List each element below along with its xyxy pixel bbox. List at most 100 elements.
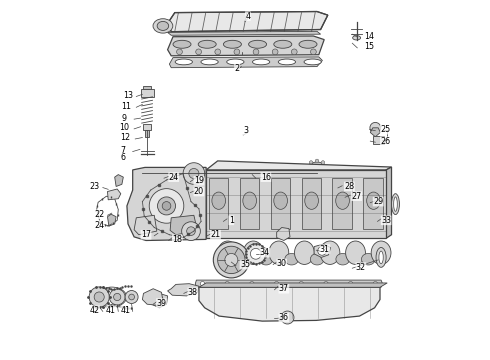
- Circle shape: [339, 181, 347, 190]
- Text: 11: 11: [121, 102, 131, 111]
- Ellipse shape: [165, 169, 175, 177]
- Ellipse shape: [311, 169, 316, 173]
- Circle shape: [305, 177, 309, 181]
- Text: 4: 4: [245, 12, 250, 21]
- Polygon shape: [370, 128, 380, 137]
- Ellipse shape: [252, 59, 270, 65]
- Ellipse shape: [376, 248, 386, 267]
- Ellipse shape: [269, 241, 289, 265]
- Ellipse shape: [336, 253, 349, 265]
- Circle shape: [303, 171, 307, 175]
- Text: 7: 7: [121, 146, 126, 155]
- Text: 14: 14: [364, 32, 374, 41]
- Circle shape: [315, 159, 319, 163]
- Ellipse shape: [345, 241, 366, 265]
- Text: 24: 24: [169, 173, 179, 182]
- Ellipse shape: [222, 169, 228, 173]
- Circle shape: [129, 294, 134, 300]
- Circle shape: [253, 49, 259, 55]
- Text: 31: 31: [320, 245, 330, 253]
- Circle shape: [114, 293, 121, 301]
- Ellipse shape: [259, 253, 273, 265]
- Bar: [373, 136, 384, 144]
- Ellipse shape: [336, 192, 349, 210]
- Polygon shape: [127, 167, 206, 240]
- Ellipse shape: [320, 241, 340, 265]
- Polygon shape: [314, 244, 331, 257]
- Ellipse shape: [243, 192, 257, 210]
- Bar: [240, 178, 259, 229]
- Ellipse shape: [393, 197, 397, 211]
- Text: 41: 41: [121, 306, 130, 315]
- Text: 21: 21: [210, 230, 221, 239]
- Circle shape: [162, 202, 171, 210]
- Text: 10: 10: [120, 123, 129, 132]
- Circle shape: [315, 183, 319, 186]
- Ellipse shape: [275, 169, 285, 177]
- Circle shape: [306, 162, 328, 184]
- Polygon shape: [199, 287, 380, 321]
- Text: 2: 2: [235, 64, 240, 73]
- Ellipse shape: [242, 169, 252, 177]
- Polygon shape: [168, 36, 324, 56]
- Ellipse shape: [299, 40, 317, 48]
- Circle shape: [149, 189, 184, 223]
- Ellipse shape: [154, 169, 164, 177]
- Ellipse shape: [277, 169, 283, 173]
- Text: 23: 23: [90, 182, 99, 191]
- Circle shape: [327, 171, 331, 175]
- Bar: [270, 178, 290, 229]
- Text: 30: 30: [277, 259, 287, 268]
- Ellipse shape: [231, 169, 241, 177]
- Circle shape: [318, 247, 326, 255]
- Bar: [144, 86, 151, 89]
- Polygon shape: [151, 293, 168, 308]
- Circle shape: [250, 248, 261, 259]
- Ellipse shape: [362, 253, 375, 265]
- Bar: [364, 178, 383, 229]
- Circle shape: [250, 282, 254, 286]
- Text: 27: 27: [351, 192, 362, 201]
- Ellipse shape: [212, 192, 225, 210]
- Ellipse shape: [189, 169, 195, 173]
- Text: 33: 33: [381, 216, 391, 225]
- Text: 16: 16: [261, 173, 271, 182]
- Circle shape: [311, 49, 316, 55]
- Ellipse shape: [233, 169, 239, 173]
- Ellipse shape: [370, 122, 381, 133]
- Ellipse shape: [156, 169, 162, 173]
- Text: 41: 41: [106, 306, 116, 315]
- Text: 13: 13: [123, 91, 133, 100]
- Text: 22: 22: [94, 210, 104, 219]
- Circle shape: [324, 282, 328, 286]
- Polygon shape: [193, 183, 206, 196]
- Ellipse shape: [274, 192, 288, 210]
- Ellipse shape: [379, 251, 383, 264]
- Circle shape: [94, 292, 104, 302]
- Bar: [144, 124, 151, 130]
- Ellipse shape: [255, 169, 261, 173]
- Polygon shape: [170, 215, 197, 235]
- Circle shape: [176, 49, 182, 55]
- Text: 37: 37: [279, 284, 289, 293]
- Circle shape: [305, 165, 309, 169]
- Text: 39: 39: [156, 299, 167, 307]
- Text: 38: 38: [188, 288, 198, 297]
- Ellipse shape: [157, 22, 169, 31]
- Polygon shape: [107, 214, 116, 226]
- Ellipse shape: [310, 253, 324, 265]
- Circle shape: [325, 165, 329, 169]
- Ellipse shape: [253, 169, 263, 177]
- Ellipse shape: [294, 241, 314, 265]
- Ellipse shape: [267, 169, 272, 173]
- Circle shape: [274, 282, 279, 286]
- Ellipse shape: [234, 253, 247, 265]
- Text: 15: 15: [364, 42, 374, 51]
- Circle shape: [225, 253, 238, 266]
- Text: 32: 32: [356, 263, 366, 272]
- Circle shape: [196, 49, 201, 55]
- Circle shape: [312, 168, 322, 178]
- Circle shape: [189, 168, 199, 179]
- Text: 34: 34: [260, 248, 270, 257]
- Text: 6: 6: [120, 153, 125, 162]
